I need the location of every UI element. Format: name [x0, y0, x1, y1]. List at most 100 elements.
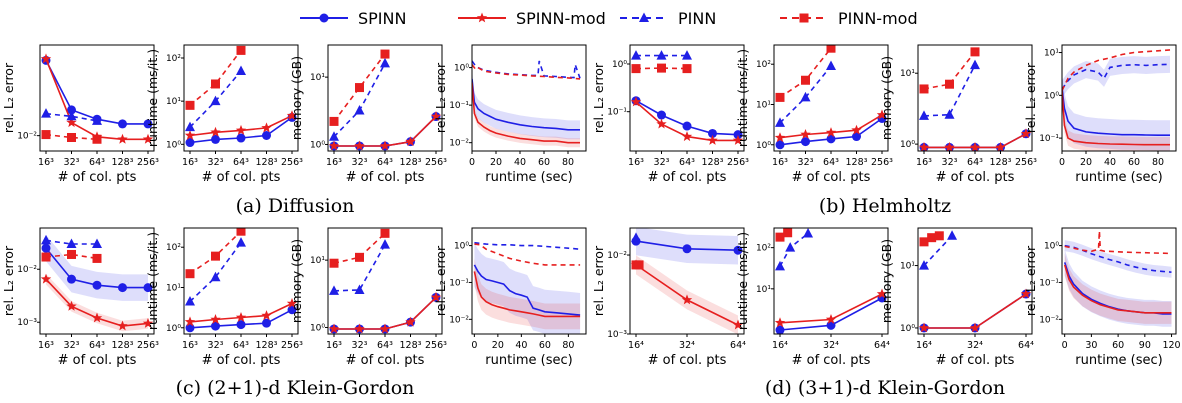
data-point-pinn — [785, 242, 796, 252]
x-axis-label: # of col. pts — [936, 170, 1015, 185]
x-axis-label: # of col. pts — [648, 170, 727, 185]
x-tick-label: 128³ — [256, 157, 278, 168]
y-tick-label: 10² — [166, 243, 181, 253]
y-axis-label: rel. L₂ error — [591, 245, 606, 316]
x-axis-label: # of col. pts — [58, 170, 137, 185]
data-point-spinn — [262, 131, 271, 141]
series-line-spinn-mod — [472, 82, 580, 144]
data-point-spinn — [211, 134, 220, 144]
plot-area — [472, 60, 581, 148]
plot-area — [1063, 230, 1172, 327]
y-tick-label: 10⁻² — [17, 132, 37, 142]
series-line-pinn-mod — [1064, 230, 1172, 255]
series-line-spinn-mod — [1063, 264, 1172, 314]
plot-area — [630, 50, 744, 145]
y-axis-label: memory (GB) — [879, 56, 894, 140]
x-tick-label: 32³ — [208, 340, 224, 351]
data-point-spinn-mod — [969, 141, 981, 151]
x-tick-label: 64³ — [679, 157, 695, 168]
data-point-spinn-mod — [876, 288, 888, 299]
x-tick-label: 16³ — [38, 157, 54, 168]
x-axis-label: runtime (sec) — [485, 353, 572, 368]
y-tick-label: 10⁰ — [900, 140, 915, 150]
plot-area — [1062, 49, 1171, 151]
data-point-spinn — [852, 132, 861, 142]
x-tick-label: 40 — [1104, 157, 1116, 168]
series-band-spinn-mod — [474, 258, 581, 330]
y-axis-label: rel. L₂ error — [433, 245, 448, 316]
data-point-pinn — [775, 117, 785, 127]
y-tick-label: 10⁰ — [454, 242, 469, 252]
legend-label: SPINN-mod — [516, 9, 606, 28]
data-point-spinn-mod — [40, 273, 52, 284]
plot-area — [473, 241, 581, 334]
x-tick-label: 64³ — [89, 157, 105, 168]
data-point-spinn-mod — [235, 312, 247, 322]
x-tick-label: 20 — [490, 157, 502, 168]
y-tick-label: 10¹ — [900, 69, 915, 79]
series-band-pinn — [1062, 55, 1170, 98]
data-point-pinn — [803, 228, 814, 238]
data-point-pinn-mod — [211, 79, 220, 89]
data-point-pinn-mod — [41, 252, 51, 262]
data-point-pinn — [944, 109, 955, 119]
x-tick-label: 0 — [471, 340, 477, 351]
x-tick-label: 32³ — [352, 340, 368, 351]
x-tick-label: 0 — [1062, 340, 1068, 351]
data-point-pinn — [826, 60, 836, 71]
data-point-spinn — [826, 320, 836, 330]
plot-area — [774, 228, 888, 334]
axes-frame — [471, 44, 587, 152]
x-tick-label: 256³ — [727, 157, 749, 168]
data-point-spinn-mod — [918, 141, 930, 151]
data-point-spinn — [708, 128, 717, 138]
x-tick-label: 64³ — [377, 340, 393, 351]
x-tick-label: 32³ — [64, 157, 80, 168]
x-tick-label: 32³ — [352, 157, 368, 168]
x-tick-label: 16⁴ — [628, 340, 644, 351]
data-point-pinn — [775, 260, 785, 271]
chart-panel-9: 10⁰ 10¹ 10² 16³ 32³ 64³ 128³ 256³# of col. pts r… — [145, 227, 303, 368]
data-point-spinn — [185, 323, 195, 333]
x-tick-label: 60 — [1112, 340, 1124, 351]
series-line-spinn-mod — [45, 58, 148, 141]
x-tick-label: 20 — [492, 340, 504, 351]
y-tick-label: 10⁰ — [166, 140, 181, 150]
y-tick-label: 10⁻¹ — [449, 101, 469, 111]
data-point-spinn — [143, 283, 153, 293]
series-line-pinn — [923, 235, 953, 267]
legend-marker — [799, 13, 809, 23]
data-point-pinn — [329, 285, 339, 295]
data-point-pinn — [92, 238, 102, 248]
x-tick-label: 60 — [1128, 157, 1140, 168]
x-tick-label: 80 — [1152, 157, 1164, 168]
data-point-pinn — [354, 104, 365, 115]
chart-panel-5: 10⁰ 10¹ 10² 16³ 32³ 64³ 128³ 256³# of col. pts r… — [735, 44, 893, 185]
x-tick-label: 120 — [1162, 340, 1180, 351]
data-point-spinn-mod — [210, 314, 221, 324]
plot-area — [184, 228, 298, 333]
data-point-spinn-mod — [354, 323, 365, 334]
series-line-pinn — [474, 241, 581, 250]
legend-item-pinn-mod: PINN-mod — [780, 9, 918, 28]
x-tick-label: 60 — [539, 340, 551, 351]
data-point-pinn — [236, 65, 246, 75]
x-tick-label: 64⁴ — [874, 340, 890, 351]
x-tick-label: 64⁴ — [1018, 340, 1034, 351]
data-point-pinn — [380, 57, 390, 68]
data-point-spinn-mod — [184, 130, 196, 140]
y-axis-label: memory (GB) — [289, 56, 304, 140]
y-axis-label: rel. L₂ error — [591, 62, 606, 133]
y-tick-label: 10² — [756, 60, 771, 70]
series-line-spinn — [45, 59, 148, 125]
plot-area — [918, 230, 1032, 333]
plot-area — [328, 228, 442, 334]
y-axis-label: memory (GB) — [289, 239, 304, 323]
data-point-spinn-mod — [707, 134, 718, 145]
x-tick-label: 128³ — [702, 157, 724, 168]
legend-item-pinn: PINN — [620, 9, 716, 28]
y-tick-label: 10⁰ — [310, 140, 325, 150]
x-tick-label: 80 — [562, 157, 574, 168]
x-tick-label: 128³ — [400, 157, 422, 168]
data-point-pinn — [210, 271, 221, 282]
